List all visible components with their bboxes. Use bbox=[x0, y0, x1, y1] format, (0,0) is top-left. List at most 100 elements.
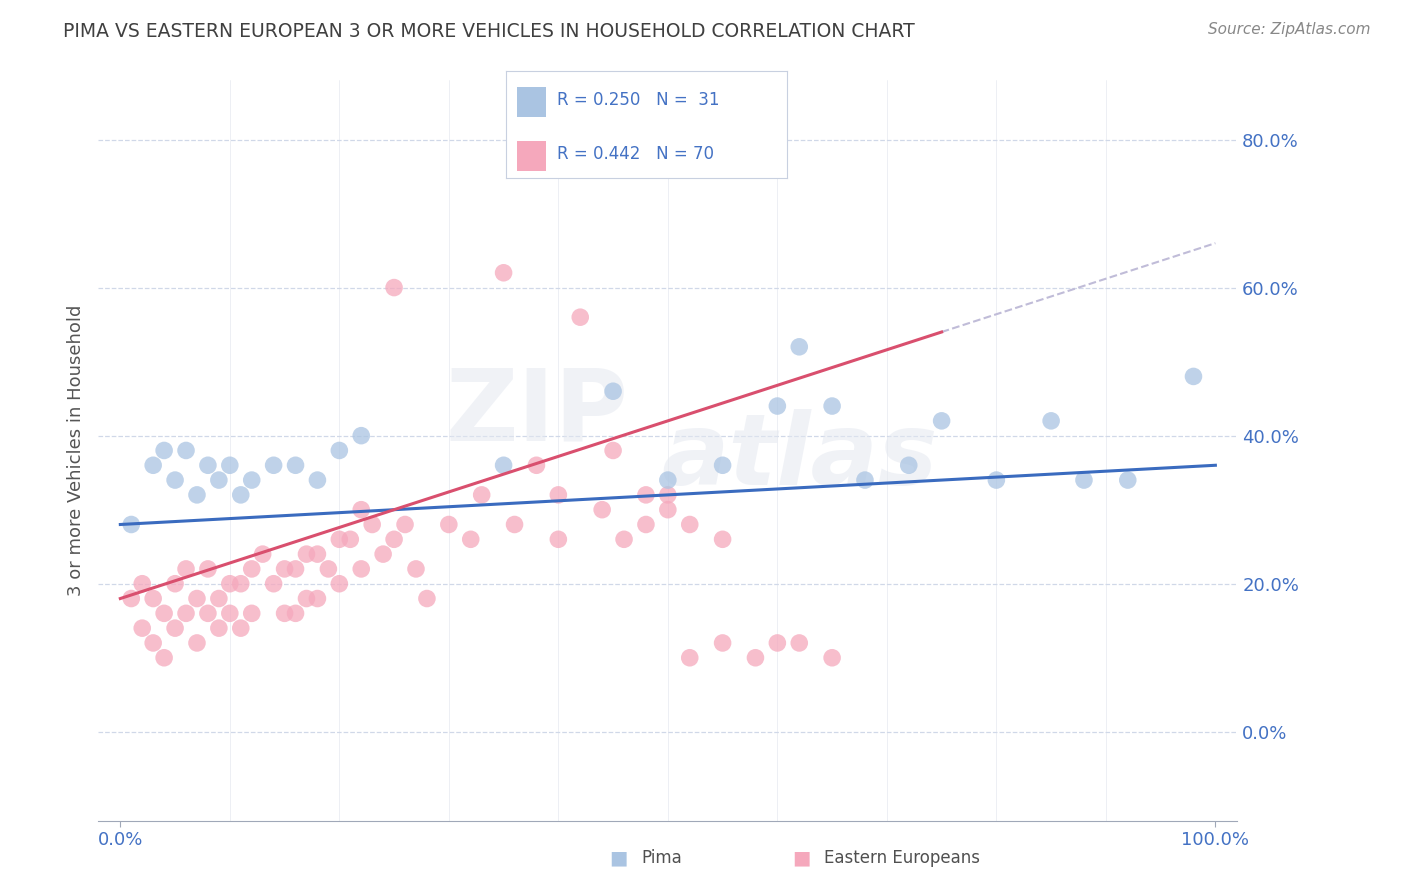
Point bbox=[1116, 473, 1139, 487]
Point bbox=[766, 636, 789, 650]
Text: ■: ■ bbox=[792, 848, 811, 868]
Point bbox=[350, 502, 373, 516]
Point bbox=[186, 591, 208, 606]
Point bbox=[547, 533, 569, 547]
Point bbox=[744, 650, 766, 665]
Point bbox=[252, 547, 274, 561]
Text: atlas: atlas bbox=[661, 409, 938, 507]
FancyBboxPatch shape bbox=[517, 141, 546, 171]
Point bbox=[142, 591, 165, 606]
Point bbox=[1040, 414, 1063, 428]
Point bbox=[186, 636, 208, 650]
Point bbox=[679, 650, 702, 665]
Point bbox=[821, 399, 844, 413]
Point bbox=[679, 517, 702, 532]
Point bbox=[186, 488, 208, 502]
Point bbox=[307, 591, 329, 606]
Point bbox=[120, 591, 142, 606]
Text: Pima: Pima bbox=[641, 849, 682, 867]
Point bbox=[273, 607, 295, 621]
Point bbox=[218, 576, 240, 591]
Text: ■: ■ bbox=[609, 848, 628, 868]
Point bbox=[131, 621, 153, 635]
Point bbox=[711, 533, 734, 547]
Point bbox=[295, 591, 318, 606]
Point bbox=[657, 502, 679, 516]
Point bbox=[174, 562, 197, 576]
Point bbox=[416, 591, 439, 606]
Point bbox=[307, 547, 329, 561]
Text: R = 0.250   N =  31: R = 0.250 N = 31 bbox=[557, 91, 720, 109]
Point bbox=[766, 399, 789, 413]
Point bbox=[284, 607, 307, 621]
Point bbox=[165, 576, 187, 591]
Point bbox=[165, 473, 187, 487]
Point bbox=[120, 517, 142, 532]
Point bbox=[165, 621, 187, 635]
Point bbox=[394, 517, 416, 532]
Point bbox=[460, 533, 482, 547]
Point bbox=[131, 576, 153, 591]
Point bbox=[569, 310, 592, 325]
Point bbox=[613, 533, 636, 547]
Point bbox=[634, 488, 657, 502]
Point bbox=[602, 443, 624, 458]
Text: Source: ZipAtlas.com: Source: ZipAtlas.com bbox=[1208, 22, 1371, 37]
Point bbox=[492, 266, 515, 280]
Point bbox=[492, 458, 515, 473]
Point bbox=[373, 547, 395, 561]
Point bbox=[787, 340, 810, 354]
Point bbox=[657, 488, 679, 502]
Point bbox=[547, 488, 569, 502]
Point bbox=[284, 562, 307, 576]
Text: R = 0.442   N = 70: R = 0.442 N = 70 bbox=[557, 145, 714, 162]
Point bbox=[471, 488, 494, 502]
Point bbox=[284, 458, 307, 473]
Point bbox=[602, 384, 624, 399]
Point bbox=[711, 636, 734, 650]
Point bbox=[208, 591, 231, 606]
Point bbox=[350, 428, 373, 442]
Point bbox=[263, 576, 285, 591]
Point bbox=[208, 621, 231, 635]
Point bbox=[142, 458, 165, 473]
Point bbox=[328, 576, 350, 591]
Point bbox=[405, 562, 427, 576]
Point bbox=[634, 517, 657, 532]
Point bbox=[240, 473, 263, 487]
Point bbox=[986, 473, 1008, 487]
Point bbox=[382, 280, 405, 294]
Point bbox=[328, 533, 350, 547]
Point bbox=[591, 502, 613, 516]
Point bbox=[229, 488, 252, 502]
Point bbox=[657, 473, 679, 487]
Point bbox=[503, 517, 526, 532]
Point bbox=[197, 562, 219, 576]
Point bbox=[1182, 369, 1205, 384]
Point bbox=[787, 636, 810, 650]
Point bbox=[853, 473, 876, 487]
Text: ZIP: ZIP bbox=[446, 365, 628, 462]
Point bbox=[273, 562, 295, 576]
Point bbox=[339, 533, 361, 547]
Point bbox=[263, 458, 285, 473]
Point bbox=[174, 443, 197, 458]
Point bbox=[208, 473, 231, 487]
Point bbox=[821, 650, 844, 665]
FancyBboxPatch shape bbox=[517, 87, 546, 118]
Point bbox=[153, 650, 176, 665]
Point bbox=[295, 547, 318, 561]
Point bbox=[897, 458, 920, 473]
Point bbox=[526, 458, 548, 473]
Point bbox=[240, 607, 263, 621]
Point bbox=[711, 458, 734, 473]
Point bbox=[197, 458, 219, 473]
Point bbox=[350, 562, 373, 576]
Point bbox=[1073, 473, 1095, 487]
Point bbox=[307, 473, 329, 487]
Point bbox=[361, 517, 384, 532]
Text: Eastern Europeans: Eastern Europeans bbox=[824, 849, 980, 867]
Point bbox=[240, 562, 263, 576]
Point bbox=[153, 443, 176, 458]
Text: PIMA VS EASTERN EUROPEAN 3 OR MORE VEHICLES IN HOUSEHOLD CORRELATION CHART: PIMA VS EASTERN EUROPEAN 3 OR MORE VEHIC… bbox=[63, 22, 915, 41]
